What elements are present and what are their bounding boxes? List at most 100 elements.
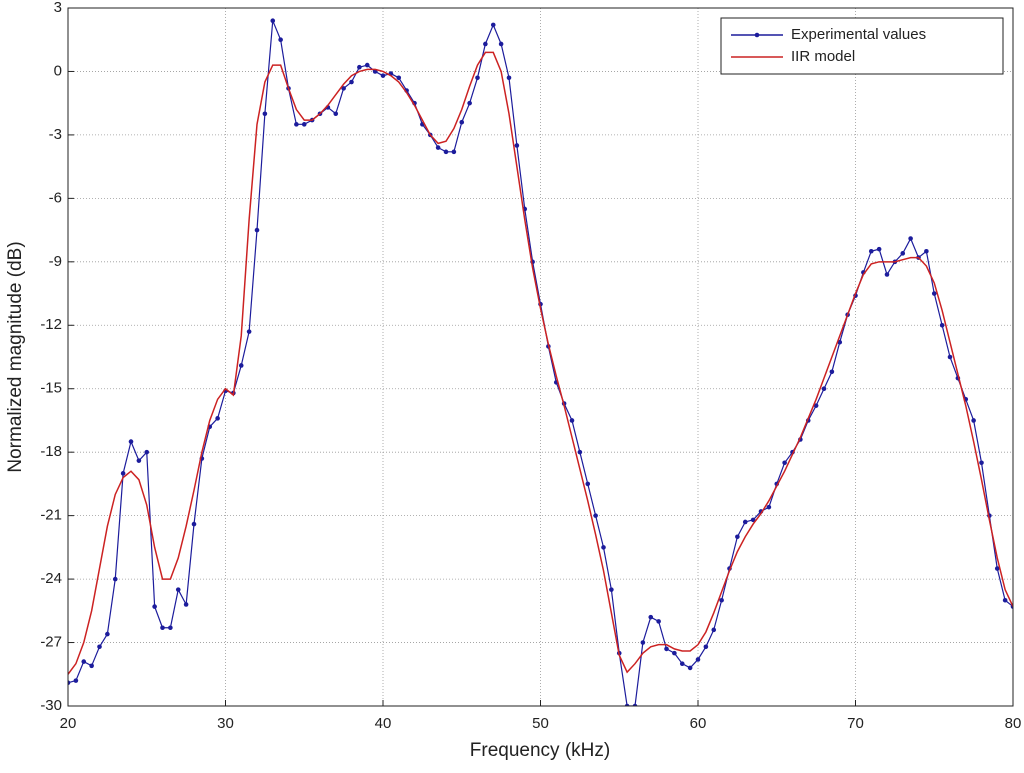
data-point (498, 41, 504, 47)
data-point (68, 680, 71, 686)
data-point (160, 625, 165, 631)
data-point (333, 111, 339, 117)
data-point (120, 471, 126, 476)
data-point (1002, 597, 1008, 603)
data-point (711, 627, 717, 633)
y-tick-label: -30 (40, 697, 62, 714)
data-point (679, 661, 685, 666)
data-point (585, 481, 591, 487)
data-point (601, 545, 606, 550)
x-tick-label: 60 (690, 715, 707, 732)
data-point (514, 143, 520, 148)
data-point (994, 566, 1000, 571)
data-point (254, 227, 260, 233)
data-point (459, 119, 465, 125)
data-point (782, 460, 787, 466)
data-point (81, 659, 87, 664)
data-point (128, 439, 134, 444)
x-tick-label: 80 (1005, 715, 1022, 732)
data-point (215, 416, 220, 421)
x-tick-label: 70 (847, 715, 864, 732)
data-point (364, 62, 370, 68)
y-tick-label: 3 (54, 0, 62, 16)
data-point (593, 513, 598, 518)
data-point (829, 369, 835, 375)
data-point (640, 640, 646, 645)
data-point (624, 703, 630, 706)
data-point (703, 644, 709, 650)
data-point (168, 625, 173, 631)
y-tick-label: -3 (49, 126, 62, 143)
data-point (742, 519, 748, 525)
data-point (908, 236, 913, 241)
data-point (144, 449, 150, 455)
data-point (687, 665, 693, 671)
y-tick-label: -12 (40, 316, 62, 333)
data-point (136, 458, 142, 463)
data-point (939, 322, 945, 328)
data-point (750, 517, 756, 523)
data-point (971, 418, 976, 423)
data-point (262, 111, 268, 117)
data-point (813, 403, 819, 408)
legend-label: Experimental values (791, 26, 926, 43)
data-point (443, 149, 449, 155)
data-point (73, 678, 79, 683)
data-point (105, 631, 110, 637)
legend-marker (754, 32, 760, 38)
data-point (569, 418, 575, 423)
data-point (577, 449, 583, 455)
data-point (175, 587, 181, 592)
data-point (656, 619, 661, 624)
legend: Experimental values IIR model (720, 17, 1004, 75)
data-point (821, 386, 827, 392)
data-point (349, 79, 354, 85)
y-tick-label: -6 (49, 189, 62, 206)
y-tick-label: -15 (40, 380, 62, 397)
data-point (89, 663, 94, 669)
data-point (719, 597, 724, 603)
series-line (68, 51, 1013, 675)
data-point (868, 248, 874, 254)
data-point (648, 614, 654, 620)
data-point (238, 363, 244, 368)
data-point (884, 272, 890, 277)
legend-label: IIR model (791, 48, 855, 65)
data-point (900, 251, 906, 256)
x-tick-label: 20 (60, 715, 77, 732)
data-point (475, 75, 480, 81)
y-tick-label: -21 (40, 507, 62, 524)
data-point (490, 22, 496, 28)
data-point (396, 75, 402, 81)
data-point (735, 534, 740, 540)
data-point (270, 18, 276, 23)
data-point (435, 145, 441, 150)
data-point (876, 246, 882, 252)
data-point (451, 149, 457, 155)
data-point (278, 37, 283, 43)
data-point (467, 100, 472, 106)
data-point (695, 657, 701, 662)
data-point (506, 75, 512, 81)
data-point (357, 64, 362, 70)
data-point (97, 644, 102, 650)
data-point (632, 703, 638, 706)
data-point (191, 521, 197, 527)
data-point (152, 604, 157, 609)
x-tick-label: 50 (532, 715, 549, 732)
data-point (341, 86, 346, 91)
data-point (924, 248, 929, 254)
legend-box (720, 17, 1004, 75)
data-point (609, 587, 614, 592)
y-tick-label: -24 (40, 570, 62, 587)
data-point (294, 122, 299, 127)
y-tick-label: -18 (40, 443, 62, 460)
data-point (664, 646, 669, 652)
y-tick-label: -9 (49, 253, 62, 270)
data-point (183, 602, 189, 607)
data-point (672, 650, 677, 656)
data-point (301, 122, 307, 127)
data-point (112, 576, 118, 582)
data-point (931, 291, 937, 296)
